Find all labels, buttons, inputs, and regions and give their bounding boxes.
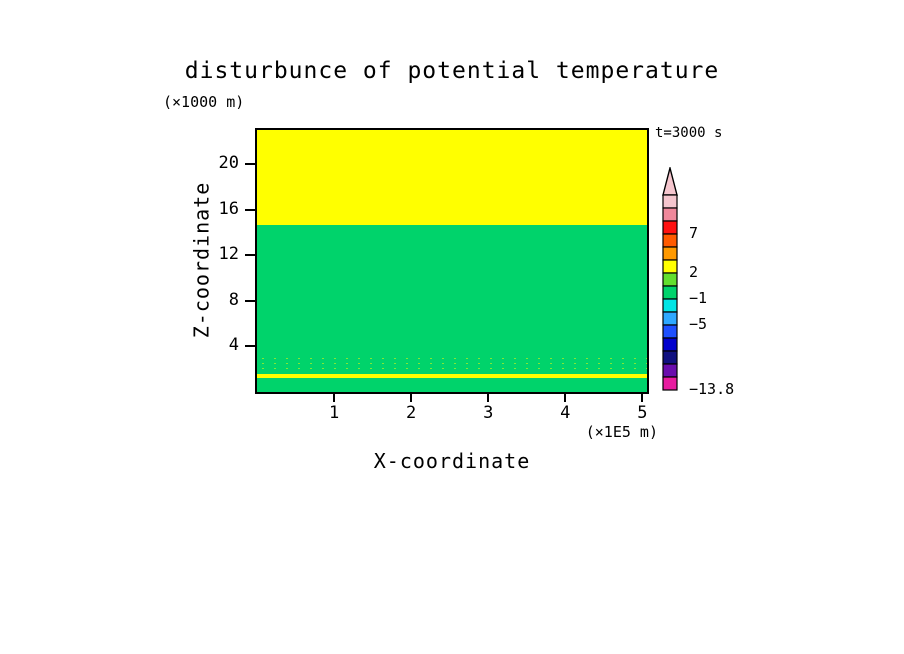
colorbar-segment: [662, 337, 678, 352]
colorbar-segment: [662, 207, 678, 222]
colorbar-segment: [662, 324, 678, 339]
x-tick-label: 3: [483, 403, 494, 423]
colorbar-segment: [662, 220, 678, 235]
x-tick-label: 1: [328, 403, 340, 423]
x-axis-unit: (×1E5 m): [585, 423, 658, 441]
y-tick-label: 12: [218, 244, 239, 265]
y-tick: [245, 208, 255, 211]
y-tick: [245, 299, 255, 302]
colorbar-segment: [662, 376, 678, 391]
chart-title: disturbunce of potential temperature: [184, 58, 720, 84]
x-tick: [410, 394, 413, 402]
x-tick: [333, 394, 336, 402]
heatmap-region: [257, 378, 647, 392]
colorbar-segment: [662, 233, 678, 248]
heatmap-region: [257, 373, 647, 379]
y-tick-label: 20: [218, 153, 239, 174]
colorbar-segment: [662, 194, 678, 209]
colorbar: [662, 165, 742, 397]
x-tick-label: 4: [560, 403, 571, 423]
y-tick-label: 16: [218, 198, 239, 219]
colorbar-label: 7: [689, 224, 699, 242]
x-tick: [641, 394, 644, 402]
colorbar-segment: [662, 298, 678, 313]
colorbar-label: −1: [689, 288, 708, 307]
colorbar-segment: [662, 350, 678, 365]
colorbar-segment: [662, 272, 678, 287]
colorbar-scale: [662, 165, 678, 391]
y-axis-unit: (×1000 m): [163, 93, 245, 111]
y-tick: [245, 345, 255, 348]
y-tick: [245, 163, 255, 166]
x-tick-label: 2: [406, 403, 417, 423]
y-tick-label: 8: [228, 289, 239, 310]
time-label: t=3000 s: [655, 125, 723, 141]
plot-area: [255, 128, 649, 394]
colorbar-segment: [662, 363, 678, 378]
x-axis-title: X-coordinate: [373, 449, 531, 473]
colorbar-label: −13.8: [689, 380, 735, 398]
colorbar-label: −5: [689, 315, 708, 333]
colorbar-segment: [662, 311, 678, 326]
x-tick: [487, 394, 490, 402]
y-tick-label: 4: [228, 335, 239, 356]
x-tick: [564, 394, 567, 402]
colorbar-segment: [662, 246, 678, 261]
colorbar-segment: [662, 285, 678, 300]
colorbar-segment: [662, 259, 678, 274]
heatmap-region: [257, 224, 647, 374]
y-tick: [245, 254, 255, 257]
x-tick-label: 5: [637, 403, 648, 423]
colorbar-tip: [662, 165, 678, 196]
heatmap-region: [257, 130, 647, 228]
colorbar-label: 2: [689, 263, 699, 281]
